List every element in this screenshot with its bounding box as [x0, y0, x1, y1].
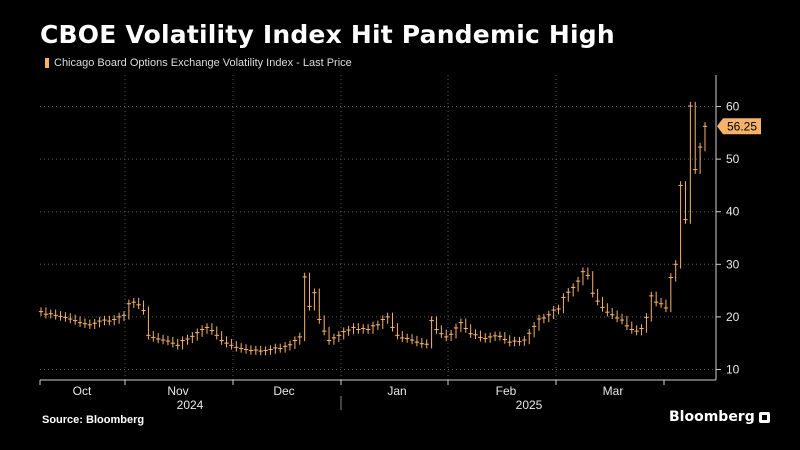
legend-swatch [45, 58, 49, 68]
y-tick-label: 50 [726, 152, 740, 166]
x-month-label: Nov [167, 384, 188, 398]
brand-name: Bloomberg [669, 409, 755, 425]
y-tick-label: 30 [726, 257, 740, 271]
y-tick-label: 40 [726, 205, 740, 219]
last-value-tag [717, 118, 761, 135]
y-tick-label: 20 [726, 310, 740, 324]
x-year-label: 2025 [516, 398, 543, 412]
source-note: Source: Bloomberg [42, 414, 145, 426]
legend-label: Chicago Board Options Exchange Volatilit… [54, 57, 352, 69]
x-month-label: Dec [273, 384, 294, 398]
brand-mark-icon [758, 411, 770, 423]
brand-logo: Bloomberg [669, 409, 770, 425]
x-month-label: Oct [73, 384, 92, 398]
x-month-label: Mar [603, 384, 624, 398]
legend: Chicago Board Options Exchange Volatilit… [45, 57, 352, 69]
y-tick-label: 60 [726, 100, 740, 114]
chart-title: CBOE Volatility Index Hit Pandemic High [40, 20, 615, 49]
y-tick-label: 10 [726, 362, 740, 376]
x-month-label: Jan [387, 384, 406, 398]
last-value-label: 56.25 [727, 119, 757, 133]
x-month-label: Feb [496, 384, 517, 398]
x-year-label: 2024 [177, 398, 204, 412]
